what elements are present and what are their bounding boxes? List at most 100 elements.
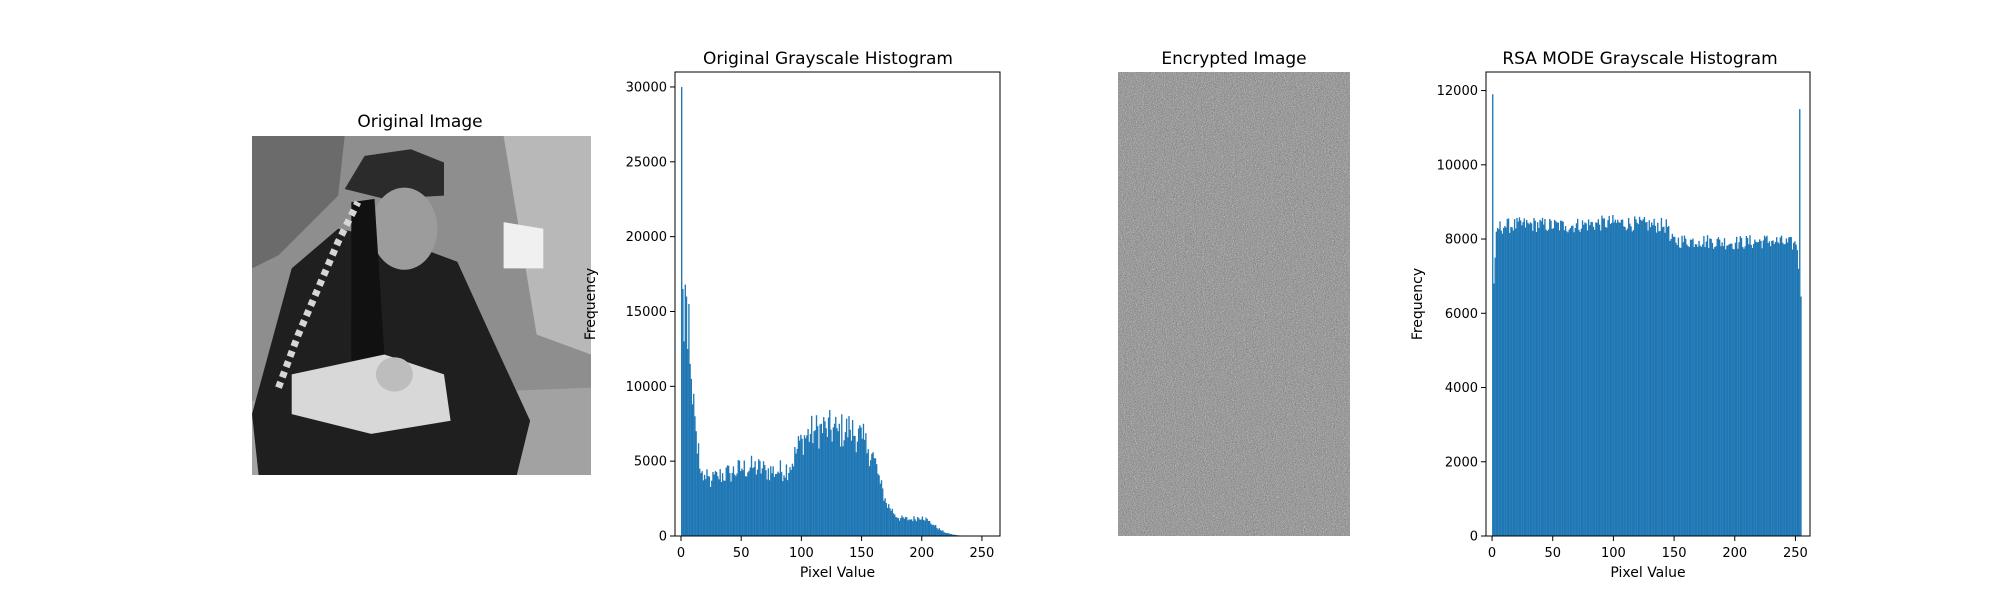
histogram-bar [1540, 221, 1542, 537]
histogram-bar [1721, 242, 1723, 536]
histogram-bar [747, 472, 749, 536]
histogram-bar [925, 517, 927, 536]
histogram-bar [941, 530, 943, 536]
histogram-bar [1740, 237, 1743, 536]
rsa-histogram-title: RSA MODE Grayscale Histogram [1502, 49, 1777, 69]
histogram-bar [1669, 240, 1671, 536]
histogram-bar [1711, 242, 1714, 536]
histogram-bar [1773, 243, 1775, 537]
histogram-bar [847, 437, 849, 536]
histogram-bar [951, 534, 954, 536]
histogram-bar [695, 431, 697, 536]
histogram-bar [736, 473, 738, 536]
histogram-bar [764, 465, 766, 536]
histogram-bar [1583, 224, 1585, 536]
histogram-bar [732, 466, 735, 536]
histogram-bar [873, 458, 875, 536]
histogram-bar [730, 481, 732, 536]
y-tick-label: 8000 [1445, 233, 1478, 248]
histogram-bar [708, 476, 711, 536]
histogram-bar [1534, 220, 1536, 536]
histogram-bar [1797, 268, 1800, 536]
histogram-bar [1762, 240, 1765, 536]
histogram-bar [819, 424, 821, 536]
histogram-bar [1760, 240, 1762, 536]
histogram-bar [800, 434, 802, 536]
histogram-bar [826, 436, 829, 536]
histogram-bar [1725, 249, 1727, 537]
histogram-bar [1687, 246, 1689, 537]
histogram-bar [883, 500, 885, 536]
photo-sleeve [503, 222, 544, 269]
histogram-bar [1729, 243, 1732, 536]
histogram-bar [788, 472, 790, 536]
histogram-bar [843, 440, 845, 536]
histogram-bar [1676, 245, 1678, 536]
histogram-bar [1703, 236, 1705, 536]
histogram-bar [1689, 239, 1692, 536]
histogram-bar [701, 471, 703, 536]
histogram-bar [1800, 296, 1802, 536]
histogram-bar [890, 510, 892, 536]
histogram-bar [1726, 245, 1728, 536]
histogram-bar [760, 473, 762, 536]
histogram-bar [1501, 233, 1504, 537]
histogram-bar [821, 433, 824, 536]
histogram-bar [1710, 238, 1712, 536]
histogram-bar [1575, 223, 1578, 536]
histogram-bar [1569, 228, 1572, 536]
histogram-bar [1666, 226, 1669, 537]
histogram-bar [1670, 238, 1672, 537]
histogram-bar [805, 438, 807, 536]
histogram-bar [1788, 237, 1790, 536]
rsa-histogram-panel: RSA MODE Grayscale Histogram 0 50 100 150 20… [1410, 49, 1811, 581]
histogram-bar [1731, 243, 1733, 536]
histogram-bar [721, 473, 724, 536]
histogram-bar [938, 528, 940, 536]
histogram-bar [1606, 227, 1608, 536]
histogram-bar [1794, 241, 1796, 536]
histogram-bar [777, 471, 779, 536]
histogram-bar [1512, 230, 1515, 536]
histogram-bar [1799, 109, 1801, 537]
photo-hat [344, 149, 444, 199]
histogram-bar [1589, 225, 1591, 537]
histogram-bar [1532, 230, 1534, 536]
histogram-bar [1732, 248, 1734, 536]
histogram-bar [702, 480, 705, 536]
histogram-bar [1786, 242, 1789, 536]
histogram-bar [1653, 218, 1655, 536]
histogram-bar [931, 524, 933, 536]
histogram-bar [895, 516, 897, 536]
histogram-bar [1699, 245, 1701, 536]
histogram-bar [791, 463, 794, 536]
histogram-bar [1513, 219, 1516, 536]
histogram-bar [909, 519, 912, 536]
histogram-bar [836, 428, 838, 536]
histogram-bar [766, 479, 768, 536]
histogram-bar [811, 415, 813, 536]
histogram-bar [1654, 225, 1657, 537]
histogram-bar [886, 507, 889, 536]
histogram-bar [860, 427, 862, 536]
histogram-bar [1769, 246, 1772, 537]
y-axis-label: Frequency [1410, 268, 1426, 340]
histogram-bar [854, 435, 856, 536]
histogram-bar [1585, 223, 1587, 536]
histogram-bar [1694, 244, 1697, 536]
histogram-bar [903, 518, 906, 536]
histogram-bar [1665, 219, 1667, 536]
histogram-bar [1682, 242, 1684, 537]
histogram-bar [691, 404, 694, 536]
histogram-bar [1600, 230, 1602, 537]
histogram-bar [755, 474, 757, 536]
histogram-bar [868, 466, 871, 536]
original-histogram-panel: Original Grayscale Histogram 0 50 100 150 20… [583, 49, 1001, 581]
histogram-bar [1763, 235, 1766, 536]
histogram-bar [784, 477, 786, 536]
histogram-bar [1623, 226, 1625, 536]
histogram-bar [741, 468, 743, 536]
histogram-bar [1777, 242, 1779, 536]
histogram-bar [1766, 235, 1768, 536]
histogram-bar [792, 466, 795, 536]
